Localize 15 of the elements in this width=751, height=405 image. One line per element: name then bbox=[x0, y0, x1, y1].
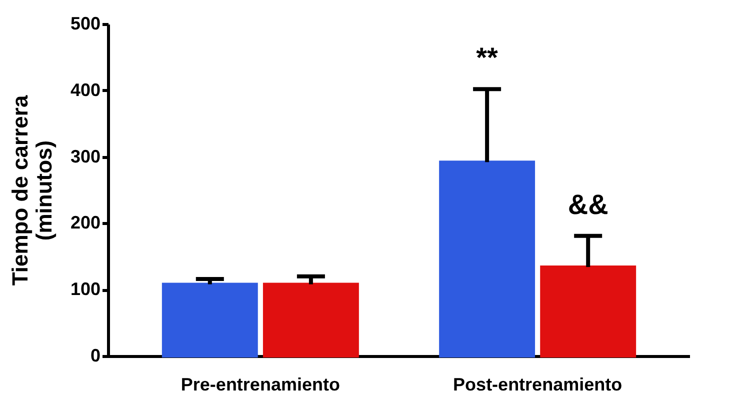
bar bbox=[162, 282, 258, 358]
y-tick-label: 500 bbox=[70, 14, 100, 34]
y-tick-label: 400 bbox=[70, 80, 100, 100]
annotation: ** bbox=[476, 42, 498, 74]
x-tick-label: Post-entrenamiento bbox=[453, 374, 622, 394]
bar bbox=[262, 282, 359, 358]
annotation: && bbox=[568, 188, 608, 220]
bar bbox=[439, 160, 536, 358]
x-tick-label: Pre-entrenamiento bbox=[180, 374, 340, 394]
y-tick-label: 0 bbox=[90, 346, 100, 366]
y-tick-label: 200 bbox=[70, 212, 100, 233]
y-axis-title: Tiempo de carrera (minutos) bbox=[7, 94, 56, 286]
y-tick-label: 300 bbox=[70, 146, 100, 166]
y-tick-label: 100 bbox=[70, 279, 100, 300]
bar bbox=[540, 266, 636, 358]
